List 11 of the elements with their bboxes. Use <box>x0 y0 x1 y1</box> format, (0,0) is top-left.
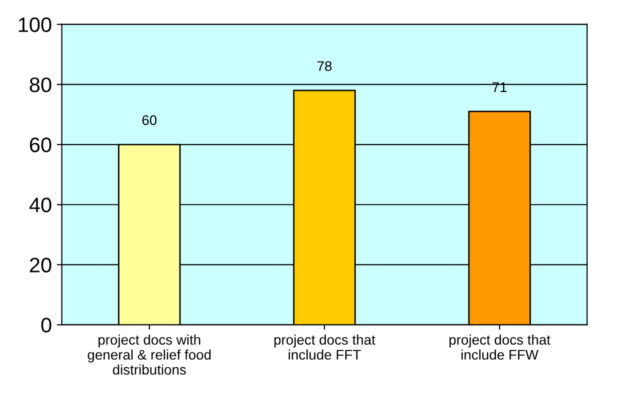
x-tick-label: project docs with general & relief food distributions <box>88 334 211 375</box>
y-tick-label: 20 <box>30 258 52 272</box>
data-label: 60 <box>142 115 157 126</box>
y-tick-label: 40 <box>29 198 52 212</box>
y-tick-label: 80 <box>30 77 52 92</box>
y-tick-label: 60 <box>30 138 52 152</box>
y-tick-label: 0 <box>41 318 52 333</box>
x-tick-label: project docs that include FFT <box>274 334 376 360</box>
y-tick-label: 100 <box>18 17 52 32</box>
x-tick-label: project docs that include FFW <box>449 334 550 360</box>
data-label: 78 <box>317 61 332 72</box>
